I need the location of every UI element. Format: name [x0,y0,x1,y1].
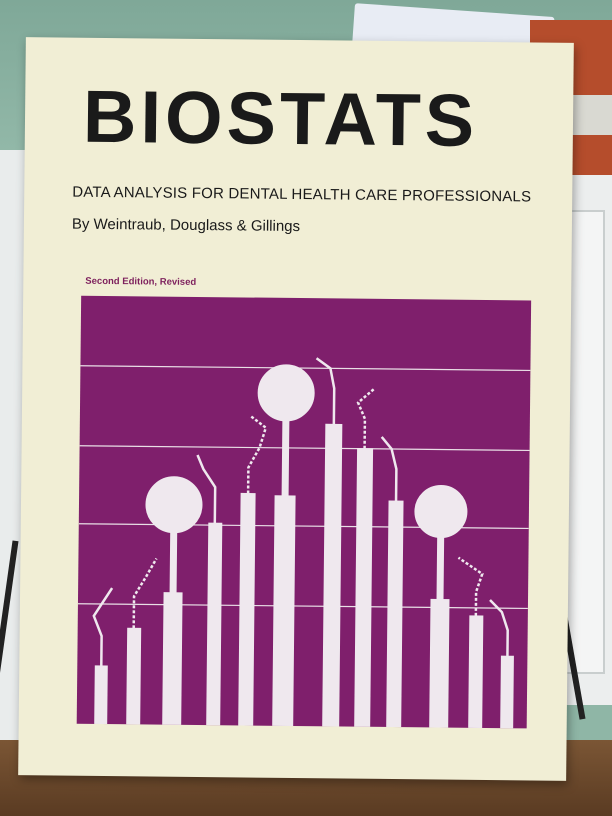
edition-label: Second Edition, Revised [85,275,197,288]
instrument-probe [92,587,114,725]
book-title: BIOSTATS [82,74,479,162]
instrument-curette [238,414,268,727]
dental-instruments-illustration [77,357,531,729]
right-cabinet-door [565,210,605,674]
instrument-pick [354,387,376,728]
instrument-scaler [196,454,223,726]
instrument-mirror-right [414,485,468,729]
instrument-file [457,556,484,729]
book-authors: By Weintraub, Douglass & Gillings [71,215,301,236]
cover-illustration [76,295,532,729]
instrument-chisel [489,599,514,729]
book-cover: BIOSTATS DATA ANALYSIS FOR DENTAL HEALTH… [18,37,574,781]
instrument-explorer [126,557,158,725]
instrument-hoe [380,436,404,728]
grid-line [79,445,530,452]
instrument-sickle [315,357,343,727]
instrument-mirror-small [145,476,203,726]
instrument-mirror-large [257,364,315,727]
grid-line [80,365,531,372]
book-subtitle: DATA ANALYSIS FOR DENTAL HEALTH CARE PRO… [72,183,532,206]
grid-line [77,603,528,610]
instruments [92,357,514,729]
